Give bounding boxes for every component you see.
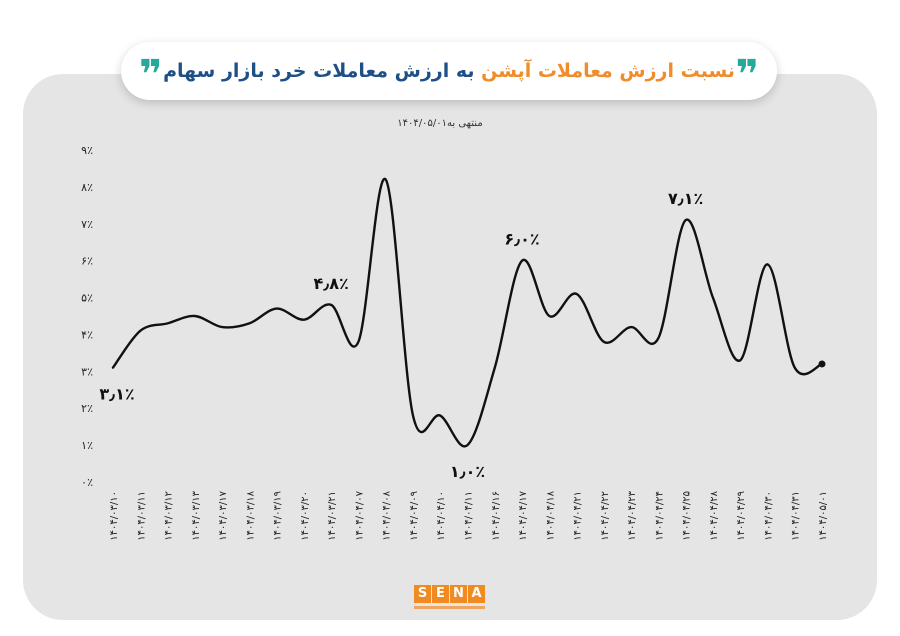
x-tick-label: ۱۴۰۴/۰۳/۱۰ — [109, 491, 120, 541]
data-label: ۷٫۱٪ — [668, 189, 703, 208]
chart-panel — [23, 74, 877, 620]
title-blue-part: به ارزش معاملات خرد بازار سهام — [163, 60, 482, 82]
x-tick-label: ۱۴۰۴/۰۴/۰۸ — [382, 490, 393, 540]
x-tick-label: ۱۴۰۴/۰۳/۱۲ — [164, 491, 175, 541]
y-axis-ticks: ۰٪ ۱٪ ۲٪ ۳٪ ۴٪ ۵٪ ۶٪ ۷٪ ۸٪ ۹٪ — [81, 144, 93, 489]
series-end-point — [818, 360, 826, 368]
data-label: ۱٫۰٪ — [450, 462, 485, 481]
series-line — [111, 178, 824, 448]
x-tick-label: ۱۴۰۴/۰۴/۲۹ — [736, 491, 747, 541]
y-tick-label: ۹٪ — [81, 144, 93, 157]
x-tick-label: ۱۴۰۴/۰۴/۲۵ — [682, 491, 693, 541]
x-tick-label: ۱۴۰۴/۰۴/۲۱ — [573, 491, 584, 541]
x-tick-label: ۱۴۰۴/۰۳/۱۸ — [245, 490, 256, 540]
quote-right-icon: ❞ — [735, 52, 759, 98]
y-tick-label: ۶٪ — [81, 255, 93, 268]
x-tick-label: ۱۴۰۴/۰۴/۰۷ — [354, 490, 365, 540]
logo-letter: E — [432, 585, 449, 603]
logo-letter: N — [450, 585, 467, 603]
x-tick-label: ۱۴۰۴/۰۴/۱۱ — [464, 491, 475, 541]
x-tick-label: ۱۴۰۴/۰۴/۲۲ — [600, 491, 611, 541]
x-tick-label: ۱۴۰۴/۰۴/۲۴ — [654, 491, 665, 541]
logo-letter: S — [414, 585, 431, 603]
x-tick-label: ۱۴۰۴/۰۴/۱۰ — [436, 491, 447, 541]
y-tick-label: ۳٪ — [81, 365, 93, 378]
logo-letter: A — [468, 585, 485, 603]
x-tick-label: ۱۴۰۴/۰۴/۳۰ — [763, 491, 774, 541]
x-tick-label: ۱۴۰۴/۰۳/۲۱ — [327, 491, 338, 541]
x-tick-label: ۱۴۰۴/۰۴/۱۸ — [545, 490, 556, 540]
x-tick-label: ۱۴۰۴/۰۴/۲۳ — [627, 490, 638, 540]
y-tick-label: ۵٪ — [81, 292, 93, 305]
x-tick-label: ۱۴۰۴/۰۴/۰۹ — [409, 491, 420, 541]
data-label: ۳٫۱٪ — [99, 385, 134, 404]
x-tick-label: ۱۴۰۴/۰۳/۱۱ — [136, 491, 147, 541]
x-tick-label: ۱۴۰۴/۰۴/۱۶ — [491, 491, 502, 541]
quote-left-icon: ❞ — [139, 52, 163, 98]
data-label: ۶٫۰٪ — [504, 230, 539, 249]
x-tick-label: ۱۴۰۴/۰۴/۲۸ — [709, 490, 720, 540]
x-axis-ticks: ۱۴۰۴/۰۳/۱۰ ۱۴۰۴/۰۳/۱۱ ۱۴۰۴/۰۳/۱۲ ۱۴۰۴/۰۳/۱۳… — [109, 490, 829, 540]
data-annotations: ۳٫۱٪ ۴٫۸٪ ۱٫۰٪ ۶٫۰٪ ۷٫۱٪ — [99, 189, 703, 481]
y-tick-label: ۲٪ — [81, 402, 93, 415]
data-label: ۴٫۸٪ — [314, 274, 349, 293]
x-tick-label: ۱۴۰۴/۰۴/۳۱ — [791, 491, 802, 541]
y-tick-label: ۴٪ — [81, 328, 93, 341]
x-tick-label: ۱۴۰۴/۰۵/۰۱ — [818, 491, 829, 541]
y-tick-label: ۷٪ — [81, 218, 93, 231]
y-tick-label: ۰٪ — [81, 476, 93, 489]
x-tick-label: ۱۴۰۴/۰۳/۱۷ — [218, 490, 229, 540]
chart-subtitle: منتهی به۱۴۰۴/۰۵/۰۱ — [397, 118, 482, 129]
x-tick-label: ۱۴۰۴/۰۳/۱۳ — [191, 490, 202, 540]
x-tick-label: ۱۴۰۴/۰۳/۱۹ — [273, 491, 284, 541]
chart-title: ❞ نسبت ارزش معاملات آپشن به ارزش معاملات… — [121, 42, 777, 100]
y-tick-label: ۸٪ — [81, 181, 93, 194]
x-tick-label: ۱۴۰۴/۰۴/۱۷ — [518, 490, 529, 540]
x-tick-label: ۱۴۰۴/۰۳/۲۰ — [300, 491, 311, 541]
y-tick-label: ۱٪ — [81, 439, 93, 452]
title-orange-part: نسبت ارزش معاملات آپشن — [481, 60, 735, 82]
